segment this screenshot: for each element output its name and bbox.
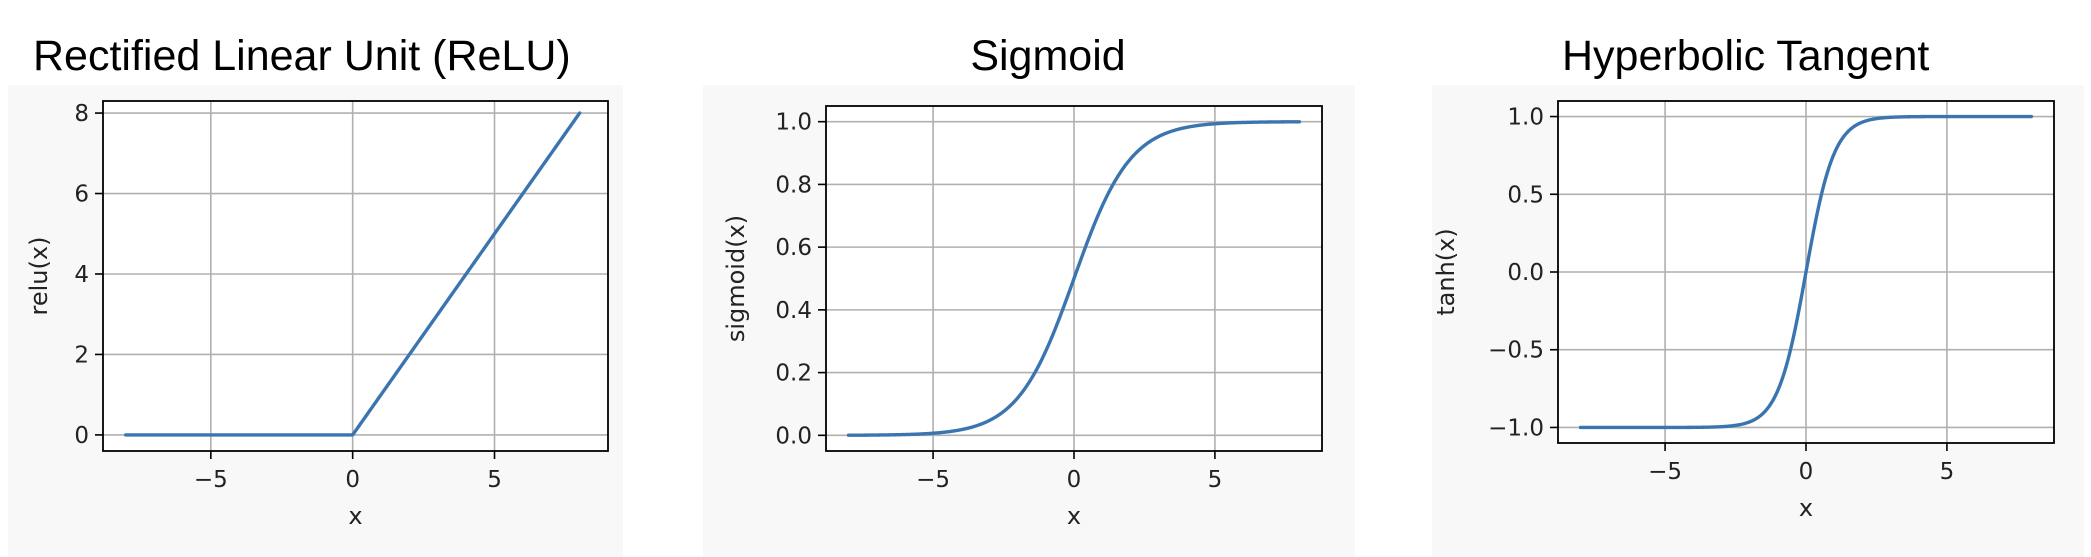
x-tick-label: 5 [1940,459,1955,485]
chart-title-tanh: Hyperbolic Tangent [1562,32,1929,80]
x-tick-label: 0 [1799,459,1814,485]
plot-sigmoid: −5 0 5 0.0 0.2 0.4 0.6 0.8 1.0 x sigmoid(x) [722,105,1323,530]
y-tick-label: 1.0 [1507,105,1544,131]
y-tick-label: 0.0 [775,423,812,449]
y-tick-label: −1.0 [1488,415,1544,441]
x-tick-label: −5 [1648,459,1682,485]
y-tick-label: 8 [74,101,89,127]
x-tick-label: 5 [1208,467,1223,493]
plot-relu: −5 0 5 0 2 4 6 8 x relu(x) [25,100,609,530]
series-line-relu [124,111,582,437]
chart-title-relu: Rectified Linear Unit (ReLU) [33,32,571,80]
series-line-sigmoid [846,120,1302,437]
plot-tanh: −5 0 5 −1.0 −0.5 0.0 0.5 1.0 x tanh(x) [1432,100,2055,522]
axes-frame-relu [102,100,609,452]
y-axis-label-tanh: tanh(x) [1432,228,1460,315]
plot-area-relu [103,101,608,451]
y-tick-label: −0.5 [1488,338,1544,364]
x-axis-label-sigmoid: x [1067,502,1081,530]
y-tick-label: 4 [74,262,89,288]
x-tick-label: −5 [194,467,228,493]
y-axis-label-relu: relu(x) [25,237,53,316]
y-tick-label: 0.2 [775,361,812,387]
x-tick-label: 0 [345,467,360,493]
x-tick-label: 0 [1067,467,1082,493]
series-line-tanh [1578,114,2034,430]
y-tick-label: 1.0 [775,110,812,136]
y-tick-label: 0.6 [775,235,812,261]
y-tick-label: 0.8 [775,172,812,198]
y-tick-label: 0 [74,423,89,449]
chart-title-sigmoid: Sigmoid [970,32,1125,80]
x-tick-label: −5 [916,467,950,493]
y-tick-label: 0.5 [1507,182,1544,208]
y-tick-label: 0.0 [1507,260,1544,286]
x-axis-label-relu: x [348,502,362,530]
y-axis-label-sigmoid: sigmoid(x) [722,215,750,342]
y-tick-label: 2 [74,342,89,368]
y-tick-label: 6 [74,182,89,208]
x-tick-label: 5 [487,467,502,493]
x-axis-label-tanh: x [1799,494,1813,522]
y-tick-label: 0.4 [775,298,812,324]
